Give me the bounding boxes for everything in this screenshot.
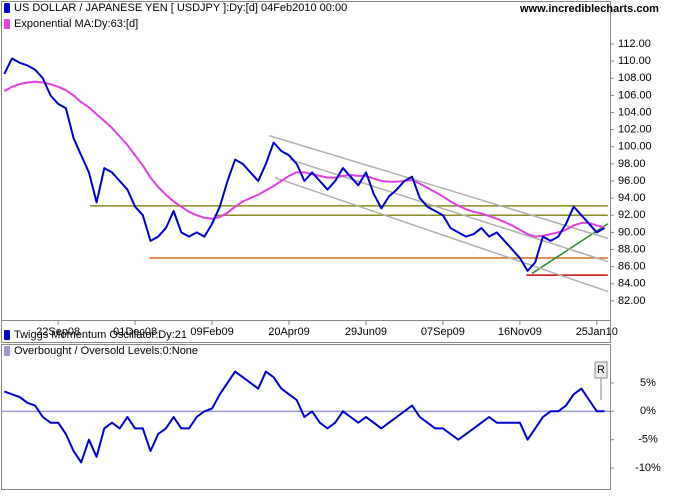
legend-swatch — [4, 330, 10, 340]
legend-swatch — [4, 19, 10, 29]
legend-label: Exponential MA:Dy:63:[d] — [14, 18, 138, 30]
y-tick-label: 96.00 — [618, 175, 646, 187]
y-tick-label: 100.00 — [618, 141, 652, 153]
x-tick-label: 20Apr09 — [268, 326, 310, 338]
trend-line — [274, 176, 609, 293]
y-tick-label: 110.00 — [618, 55, 651, 67]
y-tick-label: -5% — [638, 434, 658, 446]
y-tick-label: 84.00 — [618, 278, 646, 290]
legend-label: Overbought / Oversold Levels:0:None — [14, 345, 198, 357]
site-name: www.incrediblecharts.com — [519, 3, 659, 15]
legend-swatch — [4, 346, 10, 356]
x-tick-label: 29Jun09 — [345, 326, 387, 338]
y-tick-label: 98.00 — [618, 158, 646, 170]
x-tick-label: 22Sep08 — [36, 326, 80, 338]
series-line — [3, 57, 605, 272]
x-tick-label: 09Feb09 — [190, 326, 233, 338]
y-tick-label: 86.00 — [618, 261, 646, 273]
x-tick-label: 25Jan10 — [576, 326, 618, 338]
y-tick-label: 104.00 — [618, 106, 652, 118]
trend-line — [269, 134, 609, 240]
y-tick-label: 82.00 — [618, 295, 646, 307]
y-tick-label: 90.00 — [618, 226, 646, 238]
y-tick-label: -10% — [635, 462, 661, 474]
y-tick-label: 88.00 — [618, 243, 646, 255]
y-tick-label: 5% — [640, 377, 656, 389]
legend-swatch — [4, 3, 10, 13]
x-tick-label: 01Dec08 — [113, 326, 157, 338]
x-tick-label: 16Nov09 — [498, 326, 542, 338]
series-line — [3, 80, 605, 238]
y-tick-label: 0% — [640, 405, 656, 417]
y-tick-label: 102.00 — [618, 124, 652, 136]
y-tick-label: 92.00 — [618, 209, 646, 221]
refresh-button-label[interactable]: R — [597, 364, 605, 376]
y-tick-label: 106.00 — [618, 89, 652, 101]
oscillator-panel-frame — [1, 344, 611, 490]
series-line — [3, 370, 605, 464]
legend-label: US DOLLAR / JAPANESE YEN [ USDJPY ]:Dy:[… — [14, 2, 347, 14]
y-tick-label: 94.00 — [618, 192, 646, 204]
legend-label: Twiggs Momentum Oscillator:Dy:21 — [14, 329, 187, 341]
y-tick-label: 108.00 — [618, 72, 652, 84]
x-tick-label: 07Sep09 — [421, 326, 465, 338]
y-tick-label: 112.00 — [618, 38, 651, 50]
price-panel-frame — [1, 1, 611, 343]
